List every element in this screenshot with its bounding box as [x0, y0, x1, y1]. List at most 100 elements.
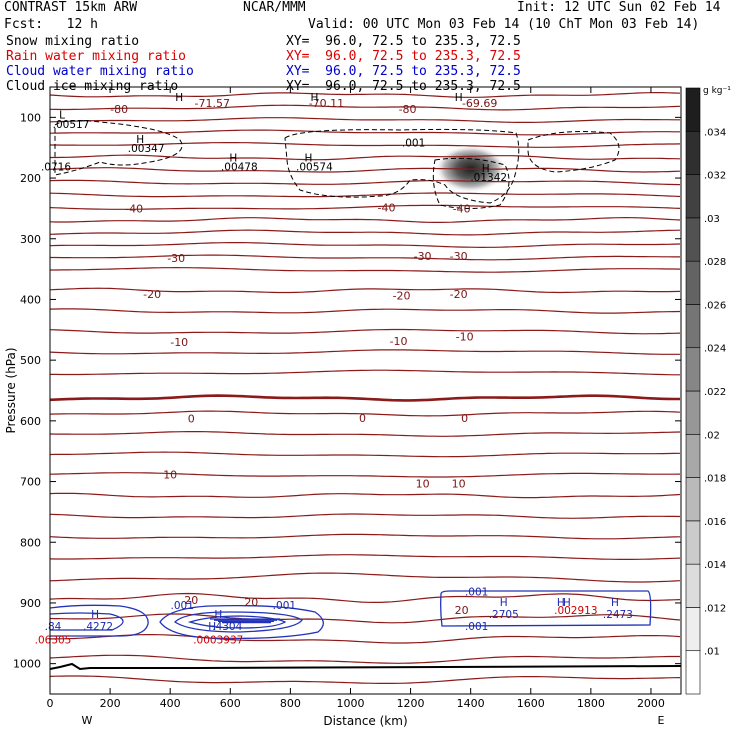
temperature-contour — [49, 592, 681, 603]
y-tick-label: 700 — [20, 476, 41, 489]
y-tick-label: 900 — [20, 597, 41, 610]
colorbar-segment — [685, 174, 701, 219]
cloud-ice-label: H — [482, 163, 490, 175]
cloud-water-contour — [49, 612, 124, 631]
temperature-contour — [49, 492, 681, 499]
header-org: NCAR/MMM — [243, 0, 306, 15]
temperature-label: -80 — [399, 103, 417, 116]
x-tick-label: 1400 — [457, 697, 485, 710]
header-model: CONTRAST 15km ARW — [4, 0, 138, 15]
temperature-contour — [50, 142, 681, 148]
x-tick-label: 1600 — [517, 697, 545, 710]
temperature-label: -30 — [414, 250, 432, 263]
temperature-label: -20 — [393, 289, 411, 302]
colorbar-segment — [685, 130, 701, 175]
temperature-label: -10 — [170, 336, 188, 349]
temperature-label: -70.11 — [309, 97, 344, 110]
temperature-contour — [50, 154, 681, 161]
y-tick-label: 200 — [20, 172, 41, 185]
rain-label: .06305 — [35, 635, 72, 647]
y-tick-label: 500 — [20, 354, 41, 367]
colorbar-tick-label: .024 — [704, 344, 726, 355]
temperature-contour — [49, 675, 681, 684]
cloud-water-label: .001 — [465, 587, 488, 599]
temperature-contour — [49, 431, 681, 437]
colorbar-tick-label: .032 — [704, 171, 726, 182]
temperature-label: -30 — [167, 252, 185, 265]
temperature-contour — [49, 328, 681, 335]
temperature-contour — [49, 92, 681, 98]
temperature-contour — [49, 472, 681, 478]
temperature-contour — [49, 349, 680, 355]
temperature-contour — [49, 533, 681, 540]
temperature-contour — [49, 394, 680, 402]
y-tick-label: 400 — [20, 293, 41, 306]
temperature-label: 20 — [244, 596, 258, 609]
cloud-ice-label: .00574 — [296, 162, 333, 174]
colorbar-segment — [685, 304, 701, 349]
temperature-contour — [50, 266, 681, 273]
cloud-ice-label: H — [455, 92, 463, 104]
cloud-water-label: H — [91, 609, 99, 621]
temperature-contour — [49, 554, 681, 560]
x-tick-label: 1000 — [336, 697, 364, 710]
cloud-water-label: H — [611, 597, 619, 609]
temperature-label: -30 — [450, 250, 468, 263]
x-end-right: E — [658, 714, 665, 727]
cloud-water-label: .2473 — [603, 609, 633, 621]
x-axis-label: Distance (km) — [323, 714, 407, 728]
cloud-water-label: .4272 — [83, 621, 113, 633]
temperature-contour — [49, 216, 681, 223]
cloud-water-label: H — [214, 609, 222, 621]
temperature-contour — [49, 179, 681, 186]
x-tick-label: 0 — [47, 697, 54, 710]
rain-label: .002913 — [554, 605, 597, 617]
y-axis-label: Pressure (hPa) — [4, 347, 18, 433]
temperature-label: -80 — [110, 103, 128, 116]
temperature-contour — [50, 369, 680, 376]
x-tick-label: 600 — [220, 697, 241, 710]
x-tick-label: 2000 — [637, 697, 665, 710]
cloud-water-label: H — [500, 597, 508, 609]
colorbar-tick-label: .018 — [704, 474, 726, 485]
temperature-contour — [49, 192, 681, 198]
cloud-ice-contour — [54, 120, 183, 176]
cloud-ice-label: H — [136, 134, 144, 146]
temperature-contour — [49, 167, 681, 173]
x-tick-label: 1800 — [577, 697, 605, 710]
colorbar-tick-label: .012 — [704, 603, 726, 614]
temperature-label: 10 — [163, 468, 177, 481]
cloud-water-label: .001 — [273, 600, 296, 612]
temperature-label: -40 — [125, 203, 143, 216]
cloud-water-contour — [187, 615, 287, 629]
colorbar-segment — [685, 433, 701, 478]
temperature-label: 0 — [188, 413, 195, 426]
temperature-label: -10 — [456, 331, 474, 344]
field-name: Rain water mixing ratio — [6, 49, 187, 64]
surface-line — [49, 662, 682, 671]
x-tick-label: 1200 — [397, 697, 425, 710]
colorbar-tick-label: .014 — [704, 560, 726, 571]
cloud-ice-contour — [432, 157, 510, 209]
temperature-label: -10 — [390, 335, 408, 348]
temperature-label: -71.57 — [195, 97, 230, 110]
cloud-ice-label: .00517 — [53, 119, 90, 131]
y-tick-label: 100 — [20, 111, 41, 124]
temperature-contour — [49, 410, 681, 417]
temperature-label: 10 — [452, 478, 466, 491]
temperature-contour — [49, 117, 680, 123]
cloud-ice-label: H — [310, 92, 318, 104]
temperature-contour — [49, 613, 681, 624]
cloud-water-label: .001 — [465, 621, 488, 633]
temperature-label: 0 — [359, 412, 366, 425]
colorbar-segment — [685, 563, 701, 608]
temperature-label: -40 — [453, 203, 471, 216]
header-fcst: Fcst: 12 h — [4, 17, 98, 32]
x-tick-label: 200 — [100, 697, 121, 710]
field-name: Cloud water mixing ratio — [6, 64, 194, 79]
colorbar-tick-label: .016 — [704, 517, 726, 528]
temperature-contour — [49, 229, 681, 236]
cloud-water-label: H — [208, 621, 216, 633]
cloud-ice-label: .00347 — [128, 143, 165, 155]
